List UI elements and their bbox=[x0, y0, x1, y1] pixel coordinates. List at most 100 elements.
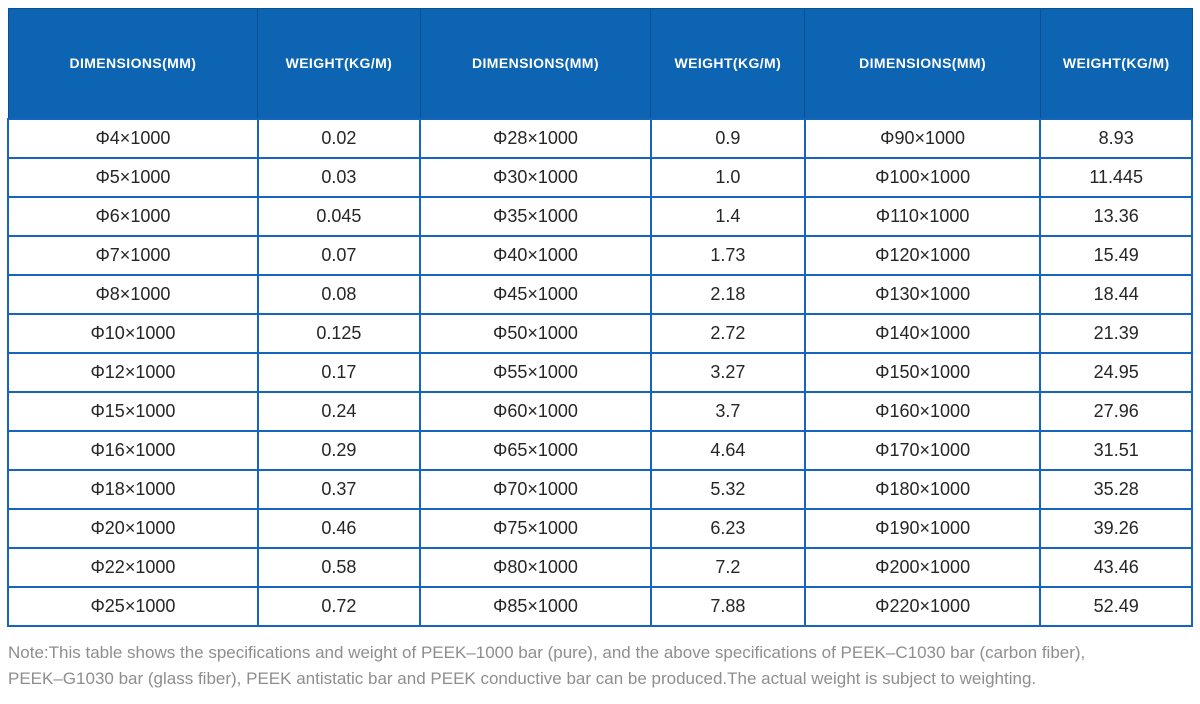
table-cell: 0.07 bbox=[256, 234, 422, 276]
table-row: Φ16×1000 0.29 Φ65×1000 4.64 Φ170×1000 31.51 bbox=[7, 429, 1193, 471]
table-cell: 2.18 bbox=[649, 273, 806, 315]
table-cell: Φ100×1000 bbox=[803, 156, 1042, 198]
table-cell: 43.46 bbox=[1039, 546, 1193, 588]
table-row: Φ8×1000 0.08 Φ45×1000 2.18 Φ130×1000 18.44 bbox=[7, 273, 1193, 315]
table-cell: Φ30×1000 bbox=[419, 156, 652, 198]
note-line: Note:This table shows the specifications… bbox=[8, 642, 1086, 662]
table-cell: 0.58 bbox=[256, 546, 422, 588]
note-line: PEEK–G1030 bar (glass fiber), PEEK antis… bbox=[8, 668, 1037, 688]
table-cell: 1.4 bbox=[649, 195, 806, 237]
table-cell: Φ50×1000 bbox=[419, 312, 652, 354]
table-cell: Φ220×1000 bbox=[803, 585, 1042, 627]
table-cell: 7.88 bbox=[649, 585, 806, 627]
table-cell: Φ150×1000 bbox=[803, 351, 1042, 393]
table-cell: 0.24 bbox=[256, 390, 422, 432]
table-cell: 0.72 bbox=[256, 585, 422, 627]
spec-table-header: DIMENSIONS(MM) WEIGHT(KG/M) DIMENSIONS(M… bbox=[7, 8, 1193, 119]
table-row: Φ7×1000 0.07 Φ40×1000 1.73 Φ120×1000 15.49 bbox=[7, 234, 1193, 276]
table-row: Φ15×1000 0.24 Φ60×1000 3.7 Φ160×1000 27.96 bbox=[7, 390, 1193, 432]
table-row: Φ20×1000 0.46 Φ75×1000 6.23 Φ190×1000 39.26 bbox=[7, 507, 1193, 549]
table-cell: Φ8×1000 bbox=[7, 273, 259, 315]
table-cell: 0.9 bbox=[649, 117, 806, 159]
table-cell: 0.08 bbox=[256, 273, 422, 315]
table-cell: 1.73 bbox=[649, 234, 806, 276]
table-cell: 5.32 bbox=[649, 468, 806, 510]
table-cell: Φ60×1000 bbox=[419, 390, 652, 432]
table-cell: Φ18×1000 bbox=[7, 468, 259, 510]
table-cell: 18.44 bbox=[1039, 273, 1193, 315]
table-cell: 3.27 bbox=[649, 351, 806, 393]
table-row: Φ18×1000 0.37 Φ70×1000 5.32 Φ180×1000 35.28 bbox=[7, 468, 1193, 510]
table-row: Φ10×1000 0.125 Φ50×1000 2.72 Φ140×1000 21.39 bbox=[7, 312, 1193, 354]
table-cell: Φ90×1000 bbox=[803, 117, 1042, 159]
table-cell: 52.49 bbox=[1039, 585, 1193, 627]
table-cell: Φ120×1000 bbox=[803, 234, 1042, 276]
table-cell: Φ80×1000 bbox=[419, 546, 652, 588]
table-cell: 0.17 bbox=[256, 351, 422, 393]
table-cell: Φ85×1000 bbox=[419, 585, 652, 627]
table-cell: Φ35×1000 bbox=[419, 195, 652, 237]
table-cell: 24.95 bbox=[1039, 351, 1193, 393]
table-cell: 0.46 bbox=[256, 507, 422, 549]
table-cell: 0.02 bbox=[256, 117, 422, 159]
table-row: Φ22×1000 0.58 Φ80×1000 7.2 Φ200×1000 43.46 bbox=[7, 546, 1193, 588]
column-header-dimensions-3: DIMENSIONS(MM) bbox=[804, 8, 1041, 119]
table-cell: Φ70×1000 bbox=[419, 468, 652, 510]
table-cell: Φ4×1000 bbox=[7, 117, 259, 159]
table-row: Φ6×1000 0.045 Φ35×1000 1.4 Φ110×1000 13.36 bbox=[7, 195, 1193, 237]
table-cell: 8.93 bbox=[1039, 117, 1193, 159]
table-cell: 1.0 bbox=[649, 156, 806, 198]
table-cell: 21.39 bbox=[1039, 312, 1193, 354]
table-cell: Φ45×1000 bbox=[419, 273, 652, 315]
column-header-dimensions-1: DIMENSIONS(MM) bbox=[7, 8, 259, 119]
table-row: Φ12×1000 0.17 Φ55×1000 3.27 Φ150×1000 24.95 bbox=[7, 351, 1193, 393]
note: Note:This table shows the specifications… bbox=[8, 640, 1192, 692]
column-header-weight-3: WEIGHT(KG/M) bbox=[1039, 8, 1193, 119]
table-cell: 0.03 bbox=[256, 156, 422, 198]
table-cell: Φ10×1000 bbox=[7, 312, 259, 354]
table-cell: Φ15×1000 bbox=[7, 390, 259, 432]
table-cell: Φ170×1000 bbox=[803, 429, 1042, 471]
column-header-weight-1: WEIGHT(KG/M) bbox=[257, 8, 421, 119]
table-cell: Φ75×1000 bbox=[419, 507, 652, 549]
table-cell: Φ200×1000 bbox=[803, 546, 1042, 588]
table-row: Φ4×1000 0.02 Φ28×1000 0.9 Φ90×1000 8.93 bbox=[7, 117, 1193, 159]
table-cell: Φ180×1000 bbox=[803, 468, 1042, 510]
table-cell: Φ160×1000 bbox=[803, 390, 1042, 432]
table-cell: 0.29 bbox=[256, 429, 422, 471]
table-cell: Φ190×1000 bbox=[803, 507, 1042, 549]
table-cell: 11.445 bbox=[1039, 156, 1193, 198]
table-cell: Φ20×1000 bbox=[7, 507, 259, 549]
spec-table-body: Φ4×1000 0.02 Φ28×1000 0.9 Φ90×1000 8.93 Φ5×100… bbox=[7, 117, 1193, 627]
table-cell: 39.26 bbox=[1039, 507, 1193, 549]
table-cell: Φ16×1000 bbox=[7, 429, 259, 471]
column-header-weight-2: WEIGHT(KG/M) bbox=[650, 8, 806, 119]
table-cell: Φ7×1000 bbox=[7, 234, 259, 276]
table-cell: 4.64 bbox=[649, 429, 806, 471]
table-cell: 15.49 bbox=[1039, 234, 1193, 276]
spec-table: DIMENSIONS(MM) WEIGHT(KG/M) DIMENSIONS(M… bbox=[7, 8, 1193, 627]
table-cell: 6.23 bbox=[649, 507, 806, 549]
table-cell: Φ5×1000 bbox=[7, 156, 259, 198]
header-row: DIMENSIONS(MM) WEIGHT(KG/M) DIMENSIONS(M… bbox=[7, 8, 1193, 119]
table-cell: 35.28 bbox=[1039, 468, 1193, 510]
table-row: Φ25×1000 0.72 Φ85×1000 7.88 Φ220×1000 52.49 bbox=[7, 585, 1193, 627]
table-cell: 0.37 bbox=[256, 468, 422, 510]
table-cell: 3.7 bbox=[649, 390, 806, 432]
table-cell: Φ130×1000 bbox=[803, 273, 1042, 315]
table-cell: Φ25×1000 bbox=[7, 585, 259, 627]
table-row: Φ5×1000 0.03 Φ30×1000 1.0 Φ100×1000 11.445 bbox=[7, 156, 1193, 198]
table-cell: 13.36 bbox=[1039, 195, 1193, 237]
table-cell: Φ12×1000 bbox=[7, 351, 259, 393]
table-cell: 0.045 bbox=[256, 195, 422, 237]
table-cell: 0.125 bbox=[256, 312, 422, 354]
table-cell: 2.72 bbox=[649, 312, 806, 354]
table-cell: 7.2 bbox=[649, 546, 806, 588]
table-cell: Φ65×1000 bbox=[419, 429, 652, 471]
table-cell: Φ28×1000 bbox=[419, 117, 652, 159]
table-cell: Φ40×1000 bbox=[419, 234, 652, 276]
column-header-dimensions-2: DIMENSIONS(MM) bbox=[419, 8, 652, 119]
table-cell: Φ110×1000 bbox=[803, 195, 1042, 237]
table-cell: 31.51 bbox=[1039, 429, 1193, 471]
